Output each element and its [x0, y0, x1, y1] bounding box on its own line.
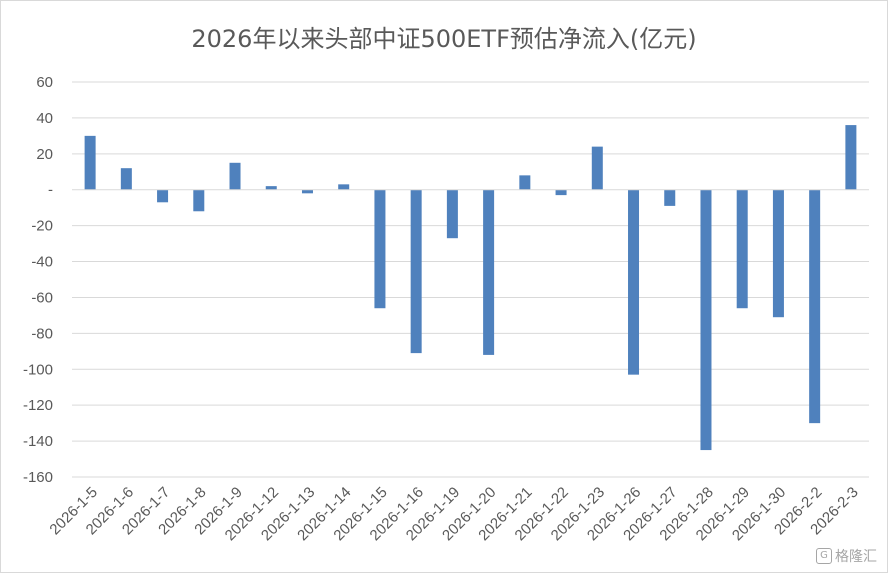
- y-tick-label: 40: [36, 110, 53, 127]
- bar: [120, 168, 132, 190]
- bar: [193, 189, 205, 212]
- watermark-logo-icon: G: [816, 548, 832, 564]
- y-tick-label: 60: [36, 74, 53, 91]
- y-tick-label: -40: [31, 254, 53, 271]
- bar: [265, 186, 277, 190]
- y-tick-label: -: [48, 182, 53, 199]
- y-tick-label: 20: [36, 146, 53, 163]
- watermark-text: 格隆汇: [835, 549, 877, 565]
- y-tick-label: -120: [23, 397, 53, 414]
- bar: [338, 184, 350, 190]
- bar: [410, 189, 422, 354]
- chart-title: 2026年以来头部中证500ETF预估净流入(亿元): [191, 25, 697, 53]
- y-tick-label: -20: [31, 218, 53, 235]
- y-tick-label: -160: [23, 469, 53, 486]
- bar: [591, 146, 603, 190]
- bar: [555, 189, 567, 196]
- bar: [301, 189, 313, 194]
- bar: [519, 175, 531, 190]
- bar: [229, 162, 241, 190]
- y-tick-label: -100: [23, 361, 53, 378]
- bar: [628, 189, 640, 375]
- bar: [446, 189, 458, 239]
- bar: [700, 189, 712, 451]
- bar: [809, 189, 821, 424]
- bar: [374, 189, 386, 309]
- y-tick-label: -140: [23, 433, 53, 450]
- bar: [84, 135, 96, 190]
- bar: [664, 189, 676, 206]
- y-tick-label: -60: [31, 289, 53, 306]
- bar: [845, 125, 857, 190]
- bar: [483, 189, 495, 355]
- bar: [736, 189, 748, 309]
- watermark: G 格隆汇: [816, 546, 877, 566]
- y-tick-label: -80: [31, 325, 53, 342]
- bar: [157, 189, 169, 203]
- bar: [772, 189, 784, 318]
